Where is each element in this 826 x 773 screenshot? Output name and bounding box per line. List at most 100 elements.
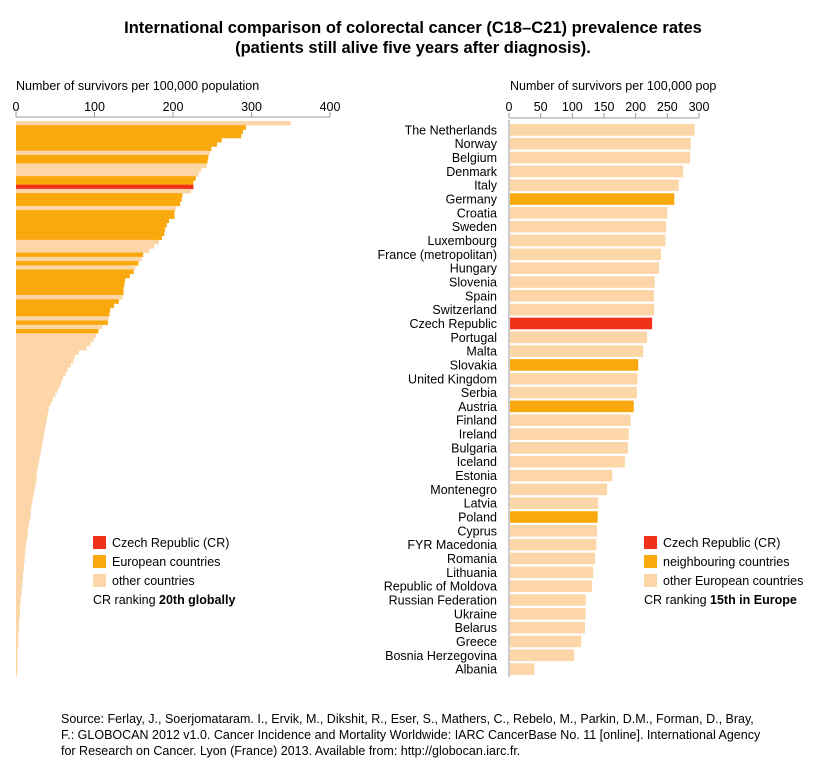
bar-other-country bbox=[16, 392, 56, 398]
bar-other-country bbox=[16, 413, 48, 419]
category-label: Belgium bbox=[452, 151, 497, 165]
bar-other-country bbox=[16, 384, 60, 389]
bar-highlight-country bbox=[510, 359, 639, 371]
bar-european-country bbox=[16, 227, 166, 232]
bar-other-country bbox=[16, 452, 41, 457]
bar-other-country bbox=[510, 428, 629, 440]
legend-swatch-cr bbox=[93, 536, 106, 549]
legend-label-other-european: other European countries bbox=[663, 574, 803, 588]
bar-other-country bbox=[16, 643, 19, 648]
bar-other-country bbox=[16, 205, 177, 211]
bar-other-country bbox=[16, 405, 49, 410]
bar-european-country bbox=[16, 290, 124, 296]
bar-european-country bbox=[16, 282, 125, 287]
right-tick-label: 0 bbox=[506, 100, 513, 114]
bar-other-country bbox=[16, 541, 27, 546]
bar-other-country bbox=[510, 663, 535, 675]
bar-other-country bbox=[16, 566, 24, 572]
bar-other-country bbox=[16, 575, 24, 580]
bar-european-country bbox=[16, 235, 163, 241]
legend-label-neighbouring: neighbouring countries bbox=[663, 555, 789, 569]
right-x-axis-label: Number of survivors per 100,000 pop bbox=[510, 79, 716, 93]
bar-other-country bbox=[16, 511, 31, 517]
bar-european-country bbox=[16, 328, 99, 334]
bar-european-country bbox=[16, 180, 194, 185]
bar-other-country bbox=[510, 248, 661, 261]
bar-czech-republic bbox=[16, 184, 194, 190]
bar-other-country bbox=[16, 651, 18, 657]
bar-other-country bbox=[16, 379, 62, 385]
bar-other-country bbox=[16, 600, 21, 606]
bar-other-country bbox=[16, 630, 19, 635]
bar-other-country bbox=[510, 455, 625, 468]
left-tick-label: 400 bbox=[320, 100, 341, 114]
bar-european-country bbox=[16, 159, 208, 164]
bar-european-country bbox=[16, 154, 209, 160]
bar-other-country bbox=[16, 545, 26, 550]
bar-other-country bbox=[510, 580, 592, 592]
bar-european-country bbox=[16, 125, 247, 130]
bar-other-country bbox=[16, 371, 66, 376]
ranking-note-europe: CR ranking 15th in Europe bbox=[644, 593, 797, 607]
bar-other-country bbox=[16, 621, 20, 627]
bar-other-country bbox=[16, 333, 97, 338]
bar-other-country bbox=[16, 447, 42, 453]
category-label: Slovakia bbox=[450, 358, 497, 372]
ranking-bold: 20th globally bbox=[159, 593, 235, 607]
bar-european-country bbox=[16, 252, 144, 258]
category-label: Hungary bbox=[450, 262, 498, 276]
bar-other-country bbox=[16, 473, 37, 478]
bar-other-country bbox=[16, 469, 38, 474]
category-label: France (metropolitan) bbox=[378, 248, 498, 262]
bar-european-country bbox=[16, 307, 111, 313]
bar-other-country bbox=[510, 207, 668, 219]
bar-other-country bbox=[510, 331, 648, 344]
category-label: Bulgaria bbox=[451, 441, 497, 455]
bar-other-country bbox=[16, 532, 28, 538]
bar-highlight-country bbox=[510, 511, 598, 523]
bar-other-country bbox=[16, 664, 18, 669]
category-label: Sweden bbox=[452, 220, 497, 234]
bar-other-country bbox=[16, 562, 24, 567]
bar-other-country bbox=[16, 150, 210, 156]
europe-chart: Number of survivors per 100,000 pop 0 50 1… bbox=[378, 79, 803, 677]
bar-other-country bbox=[16, 570, 24, 576]
bar-other-country bbox=[16, 256, 142, 262]
bar-other-country bbox=[510, 290, 655, 302]
right-x-axis-ticks: 0 50 100 150 200 250 300 bbox=[506, 100, 710, 677]
category-label: Croatia bbox=[457, 206, 497, 220]
bar-other-country bbox=[510, 386, 637, 399]
category-label: Romania bbox=[447, 552, 497, 566]
left-tick-label: 100 bbox=[84, 100, 105, 114]
right-tick-label: 50 bbox=[534, 100, 548, 114]
right-tick-label: 300 bbox=[689, 100, 710, 114]
bar-other-country bbox=[510, 483, 608, 496]
bar-other-country bbox=[510, 372, 638, 385]
bar-other-country bbox=[16, 396, 53, 402]
bar-european-country bbox=[16, 137, 222, 143]
category-label: Norway bbox=[455, 137, 498, 151]
legend-swatch-other bbox=[93, 574, 106, 587]
category-label: Bosnia Herzegovina bbox=[385, 649, 497, 663]
category-label: Serbia bbox=[461, 386, 497, 400]
bar-european-country bbox=[16, 133, 242, 139]
bar-other-country bbox=[510, 525, 598, 537]
bar-european-country bbox=[16, 231, 165, 236]
right-tick-label: 250 bbox=[657, 100, 678, 114]
ranking-prefix: CR ranking bbox=[93, 593, 159, 607]
bar-other-country bbox=[510, 469, 613, 482]
bar-other-country bbox=[16, 655, 18, 661]
bar-european-country bbox=[16, 269, 134, 275]
bar-other-country bbox=[16, 324, 103, 330]
bar-other-country bbox=[16, 596, 21, 601]
category-label: Spain bbox=[465, 289, 497, 303]
right-legend: Czech Republic (CR) neighbouring countri… bbox=[644, 536, 803, 607]
category-label: Austria bbox=[458, 400, 497, 414]
bar-european-country bbox=[16, 142, 217, 147]
category-label: United Kingdom bbox=[408, 372, 497, 386]
category-label: Germany bbox=[446, 193, 498, 207]
bar-other-country bbox=[16, 672, 17, 678]
bar-other-country bbox=[16, 613, 20, 618]
bar-other-country bbox=[510, 621, 585, 634]
source-line-3: for Research on Cancer. Lyon (France) 20… bbox=[61, 744, 520, 758]
